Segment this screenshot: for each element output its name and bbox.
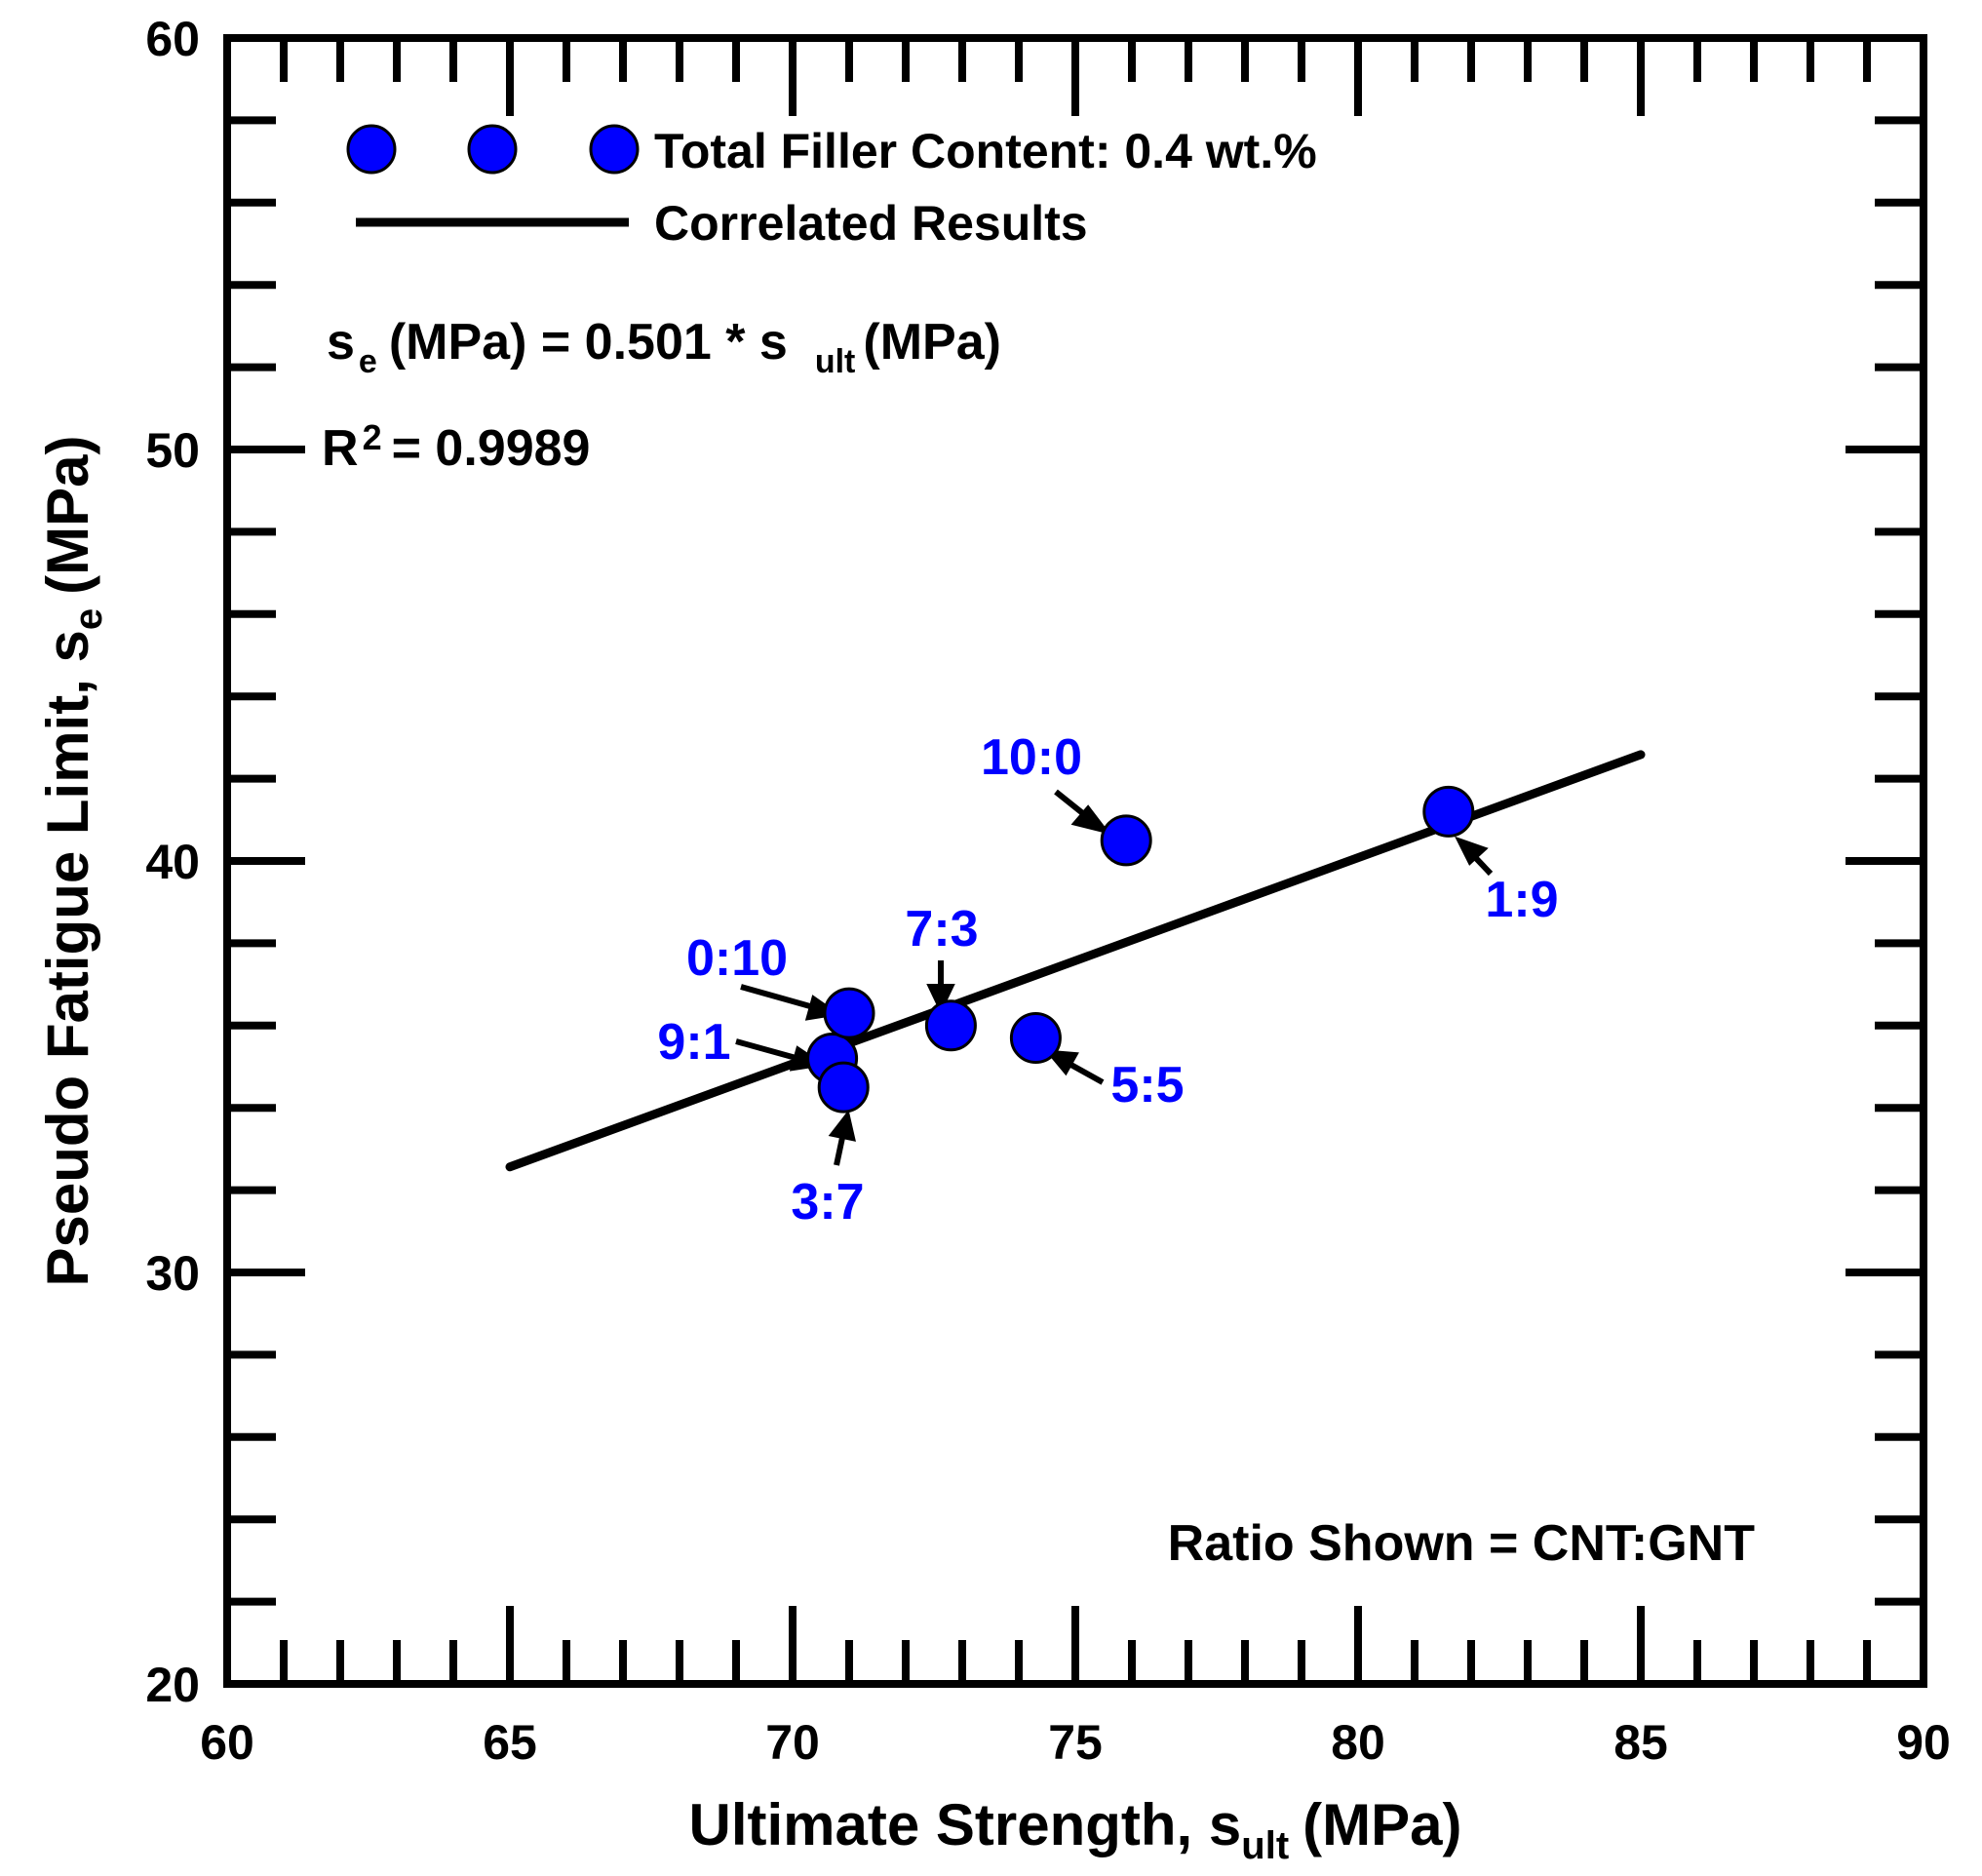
r2-r: R: [322, 420, 359, 477]
eq-end: (MPa): [863, 314, 1001, 371]
legend-marker-1: [346, 124, 397, 175]
y-tick-label: 40: [145, 835, 200, 889]
r2-sup: 2: [363, 417, 382, 457]
point-label-1-9: 1:9: [1485, 872, 1558, 928]
x-tick-label: 85: [1613, 1715, 1668, 1770]
arrow-7-3: [926, 960, 955, 1014]
eq-s1: s: [327, 314, 355, 371]
legend-marker-3: [589, 124, 640, 175]
arrow-3-7: [828, 1110, 856, 1166]
tick-labels: 60 65 70 75 80 85 90 20 30 40 50 60: [145, 12, 1950, 1770]
plot-frame: [223, 34, 1927, 1688]
point-label-7-3: 7:3: [905, 901, 978, 958]
point-label-5-5: 5:5: [1110, 1057, 1184, 1114]
y-axis-title-main: Pseudo Fatigue Limit, s: [35, 630, 100, 1286]
arrow-9-1: [735, 1038, 828, 1072]
eq-sub2: ult: [815, 343, 856, 380]
y-axis-title-sub: e: [67, 608, 110, 630]
arrow-0-10: [740, 984, 841, 1021]
x-axis-title-unit: (MPa): [1302, 1792, 1461, 1857]
axis-ticks: [223, 34, 1927, 1688]
x-tick-label: 75: [1048, 1715, 1103, 1770]
data-points: [806, 785, 1475, 1114]
x-tick-label: 60: [200, 1715, 254, 1770]
data-point-10-0: [1100, 814, 1152, 867]
eq-sub1: e: [359, 343, 377, 380]
data-point-0-10: [823, 987, 875, 1039]
legend-marker-2: [467, 124, 518, 175]
r2-annotation: R 2 = 0.9989: [322, 417, 590, 477]
point-label-10-0: 10:0: [981, 729, 1082, 786]
x-tick-label: 90: [1896, 1715, 1951, 1770]
point-labels: 10:0 9:1 7:3 5:5 3:7 1:9 0:10: [657, 729, 1558, 1231]
ratio-note: Ratio Shown = CNT:GNT: [1168, 1515, 1756, 1572]
y-tick-label: 60: [145, 12, 200, 66]
data-point-1-9: [1422, 785, 1475, 838]
point-label-3-7: 3:7: [791, 1174, 864, 1231]
x-axis-title-sub: ult: [1241, 1824, 1289, 1867]
equation-annotation: s e (MPa) = 0.501 * s ult (MPa): [327, 314, 1001, 380]
data-point-7-3: [924, 999, 977, 1052]
legend-line-label: Correlated Results: [654, 196, 1088, 251]
x-tick-label: 70: [765, 1715, 820, 1770]
y-axis-title: Pseudo Fatigue Limit, se (MPa): [35, 435, 110, 1286]
eq-mid: (MPa) = 0.501 * s: [389, 314, 788, 371]
x-axis-title: Ultimate Strength, sult (MPa): [689, 1792, 1462, 1867]
y-tick-label: 50: [145, 423, 200, 478]
data-point-5-5: [1009, 1011, 1062, 1064]
y-axis-title-unit: (MPa): [35, 435, 100, 594]
x-tick-label: 80: [1331, 1715, 1385, 1770]
r2-value: = 0.9989: [392, 420, 591, 477]
x-axis-title-main: Ultimate Strength, s: [689, 1792, 1242, 1857]
legend: Total Filler Content: 0.4 wt.% Correlate…: [346, 124, 1317, 251]
y-tick-label: 30: [145, 1246, 200, 1301]
legend-series-label: Total Filler Content: 0.4 wt.%: [654, 124, 1317, 178]
arrow-5-5: [1044, 1049, 1105, 1085]
data-point-3-7: [817, 1061, 870, 1114]
y-tick-label: 20: [145, 1658, 200, 1712]
x-tick-label: 65: [483, 1715, 537, 1770]
arrow-1-9: [1455, 836, 1494, 877]
point-label-9-1: 9:1: [657, 1014, 730, 1071]
arrow-10-0: [1054, 789, 1111, 835]
point-label-0-10: 0:10: [686, 930, 788, 987]
